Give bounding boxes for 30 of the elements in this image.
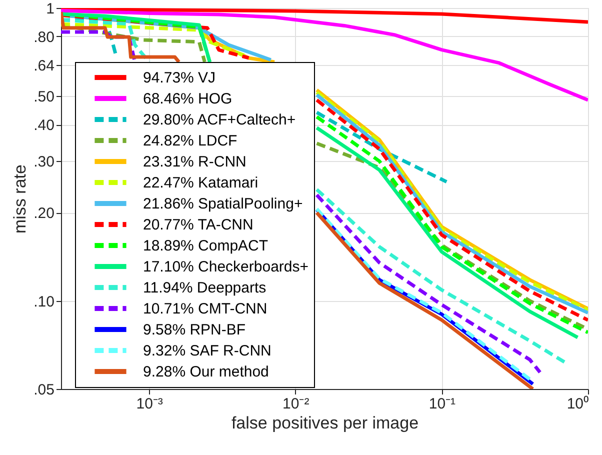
legend-label: 29.80% ACF+Caltech+ xyxy=(143,112,296,128)
x-tick-label: 10⁰ xyxy=(566,396,588,412)
legend-label: 22.47% Katamari xyxy=(143,174,258,192)
legend-label: 24.82% LDCF xyxy=(143,132,238,150)
y-axis-title: miss rate xyxy=(10,164,30,234)
legend-label: 21.86% SpatialPooling+ xyxy=(143,196,303,212)
legend-label: 17.10% Checkerboards+ xyxy=(143,258,309,276)
legend-label: 11.94% Deepparts xyxy=(143,280,266,296)
y-tick-label: .30 xyxy=(34,154,54,171)
legend-label: 10.71% CMT-CNN xyxy=(143,300,268,318)
legend-label: 9.58% RPN-BF xyxy=(143,322,246,338)
y-tick-label: .80 xyxy=(34,28,54,46)
y-tick-label: .50 xyxy=(34,88,54,106)
x-tick-label: 10⁻¹ xyxy=(428,396,456,412)
x-tick-label: 10⁻³ xyxy=(136,396,163,412)
x-axis-title: false positives per image xyxy=(231,414,419,432)
y-tick-label: .10 xyxy=(34,293,54,310)
legend-label: 94.73% VJ xyxy=(143,70,216,86)
y-tick-label: .20 xyxy=(34,205,54,222)
legend-label: 23.31% R-CNN xyxy=(143,154,246,170)
y-tick-label: 1 xyxy=(46,0,54,18)
y-tick-label: .40 xyxy=(34,117,54,134)
y-tick-label: .64 xyxy=(34,57,54,74)
legend-label: 9.32% SAF R-CNN xyxy=(143,342,272,360)
legend-label: 20.77% TA-CNN xyxy=(143,216,254,234)
legend-label: 9.28% Our method xyxy=(143,364,269,380)
legend-label: 68.46% HOG xyxy=(143,90,232,108)
x-tick-label: 10⁻² xyxy=(282,396,310,412)
y-tick-label: .05 xyxy=(34,382,54,398)
legend-label: 18.89% CompACT xyxy=(143,238,268,254)
